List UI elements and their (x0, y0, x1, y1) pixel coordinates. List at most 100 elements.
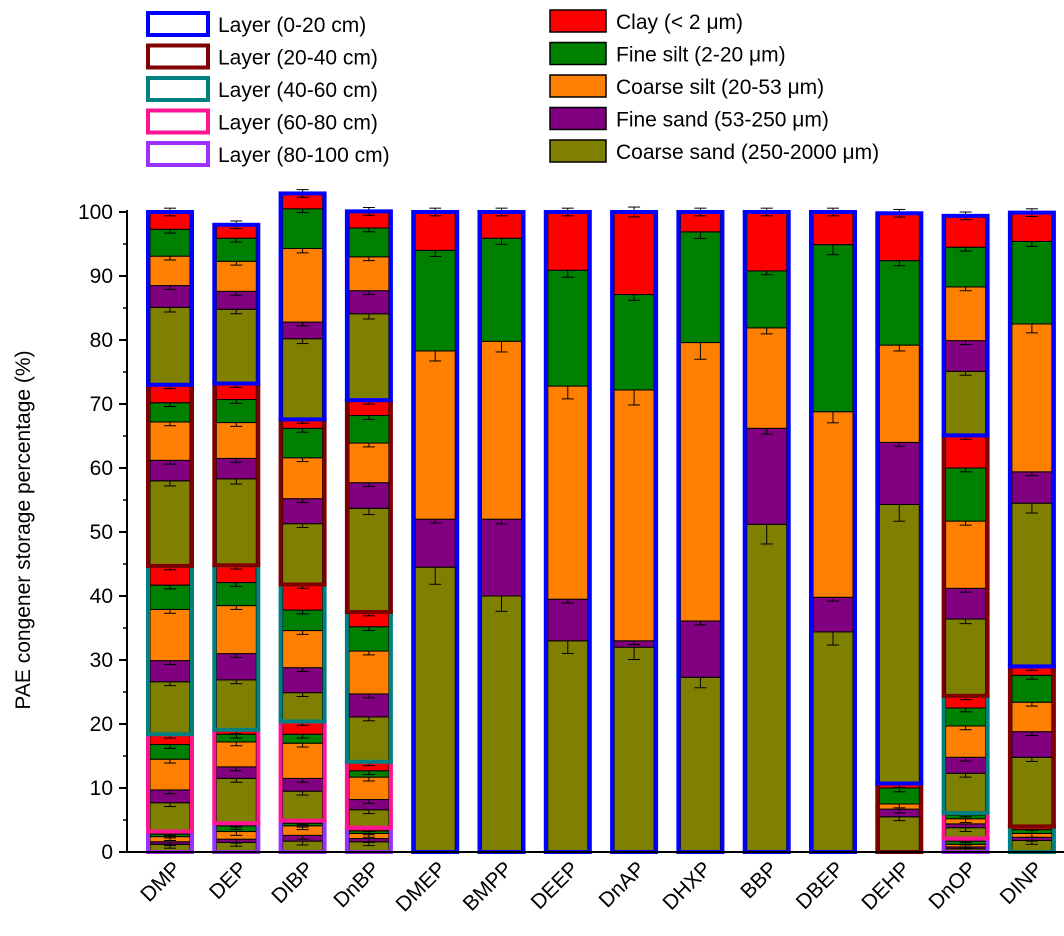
bar-DIBP (278, 189, 327, 855)
y-tick-label: 100 (78, 201, 113, 224)
bar-segment (149, 480, 191, 567)
bar-segment (282, 630, 324, 669)
legend-label-fraction: Fine sand (53-250 μm) (616, 109, 829, 132)
legend-swatch-layer (146, 141, 210, 167)
layer-outline (278, 191, 327, 422)
x-tick-label: DINP (996, 857, 1048, 909)
layer-outline (212, 222, 261, 386)
legend-label-layer: Layer (0-20 cm) (218, 14, 366, 37)
bar-segment (348, 650, 390, 695)
bar-segment (481, 211, 522, 239)
y-tick-label: 70 (90, 393, 113, 416)
y-tick-label: 60 (90, 457, 113, 480)
legend-label-layer: Layer (20-40 cm) (218, 47, 378, 70)
bar-segment (547, 640, 589, 853)
bar-segment (945, 340, 987, 372)
x-tick-label: DnBP (329, 857, 384, 912)
y-tick-label: 40 (90, 585, 113, 608)
bar-segment (679, 620, 721, 678)
bar-DMEP (411, 207, 460, 854)
bar-segment (945, 618, 987, 697)
legend-swatch-fraction (549, 106, 607, 131)
bar-segment (812, 411, 854, 598)
y-tick-label: 50 (90, 521, 113, 544)
bar-segment (481, 518, 522, 597)
bar-segment (746, 211, 788, 272)
bar-segment (679, 231, 721, 344)
bar-segment (679, 342, 721, 622)
bar-segment (149, 228, 191, 257)
y-tick-label: 30 (90, 649, 113, 672)
bar-segment (282, 247, 324, 323)
legend-swatch-layer (146, 43, 210, 70)
y-tick-label: 10 (90, 777, 113, 800)
x-tick-label: DnOP (924, 857, 981, 914)
bar-segment (878, 441, 920, 505)
legend-swatch-layer (146, 76, 210, 102)
bar-segment (878, 344, 920, 443)
bar-segment (414, 211, 456, 251)
bar-segment (812, 244, 854, 413)
bar-segment (414, 350, 456, 520)
bar-segment (945, 725, 987, 758)
legend-swatch-layer (146, 108, 210, 135)
y-tick-label: 0 (101, 841, 113, 864)
bar-segment (414, 249, 456, 352)
bar-DINP (1007, 208, 1056, 855)
bar-segment (282, 523, 324, 585)
bar-segment (215, 653, 257, 681)
x-tick-label: DMP (136, 857, 185, 906)
bar-segment (215, 679, 257, 731)
bar-segment (282, 338, 324, 420)
bar-segment (878, 503, 920, 785)
bar-segment (613, 294, 655, 391)
layer-outline (344, 209, 393, 403)
bar-segment (282, 427, 324, 459)
bar-segment (481, 595, 522, 853)
bar-segment (414, 518, 456, 568)
bar-segment (945, 520, 987, 589)
bar-segment (945, 370, 987, 436)
layer-outline (146, 210, 194, 387)
bar-DBEP (809, 207, 857, 854)
bar-segment (481, 237, 522, 342)
bar-segment (547, 598, 589, 642)
bar-segment (215, 260, 257, 292)
bar-DEEP (543, 207, 592, 854)
bar-segment (414, 566, 456, 853)
legend-label-fraction: Coarse sand (250-2000 μm) (616, 141, 879, 164)
bar-segment (945, 434, 987, 469)
bar-segment (1011, 756, 1053, 827)
bar-segment (348, 442, 390, 484)
x-tick-label: DEP (205, 857, 252, 904)
bar-segment (348, 256, 390, 292)
legend-label-layer: Layer (40-60 cm) (218, 79, 378, 102)
bar-segment (547, 211, 589, 271)
x-tick-label: DHXP (658, 857, 716, 915)
bar-DHXP (676, 207, 725, 854)
bar-segment (215, 422, 257, 459)
legend-swatch-fraction (549, 74, 607, 98)
bar-segment (812, 211, 854, 246)
bar-segment (878, 816, 920, 853)
legend-swatch-fraction (549, 9, 607, 33)
layer-outline (941, 213, 990, 438)
legend: Layer (0-20 cm) Layer (20-40 cm) Layer (40… (146, 9, 879, 167)
y-tick-label: 90 (90, 265, 113, 288)
legend-swatch-layer (146, 11, 210, 37)
bar-segment (215, 605, 257, 655)
bar-segment (1011, 471, 1053, 504)
x-tick-label: BMPP (459, 857, 517, 915)
bar-segment (348, 716, 390, 763)
plot-area (146, 189, 1056, 855)
bar-segment (149, 608, 191, 662)
bar-segment (149, 421, 191, 461)
bar-segment (945, 246, 987, 288)
bar-segment (282, 790, 324, 822)
bar-segment (746, 270, 788, 329)
bar-segment (746, 523, 788, 853)
x-tick-label: DEHP (857, 857, 915, 915)
bar-segment (746, 427, 788, 525)
bar-DnOP (941, 211, 990, 854)
